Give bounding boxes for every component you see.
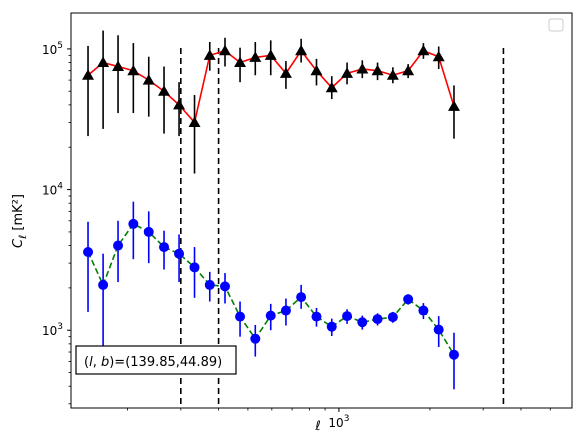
series-1-point (174, 248, 185, 259)
series-1-point (418, 305, 429, 316)
y-tick-label: 103 (42, 322, 63, 338)
y-tick-label: 105 (42, 41, 63, 57)
series-1-point (403, 294, 414, 305)
series-0-point (264, 49, 277, 60)
series-1-point (189, 262, 200, 273)
series-0-point (158, 85, 171, 96)
series-1-point (113, 240, 124, 251)
series-1-point (250, 333, 261, 344)
series-0-point (325, 81, 338, 93)
annotation-box: (l, b)=(139.85,44.89) (75, 345, 237, 375)
series-0-point (188, 116, 201, 127)
series-1-point (448, 349, 459, 360)
plot-frame (70, 12, 573, 409)
series-1-point (311, 311, 322, 322)
series-0-point (432, 50, 445, 62)
series-0-point (371, 64, 384, 76)
series-0-point (82, 69, 95, 80)
series-0-point (341, 67, 354, 78)
y-axis-label: Cℓ [mK²] (11, 194, 29, 248)
series-0-point (218, 44, 231, 56)
series-1-point (159, 242, 170, 253)
series-0-point (142, 74, 155, 85)
annotation-text: (l, b)=(139.85,44.89) (84, 355, 222, 370)
series-0-point (402, 64, 415, 76)
series-0-point (386, 69, 399, 80)
series-0-point (417, 44, 430, 56)
series-1-point (128, 218, 139, 229)
series-1-point (296, 292, 307, 303)
series-0-point (203, 49, 216, 60)
y-tick-label: 104 (42, 182, 63, 198)
series-0-point (112, 60, 125, 71)
series-1-point (342, 311, 353, 322)
series-0-point (249, 51, 262, 62)
series-1-point (83, 246, 94, 257)
x-axis-label: ℓ (314, 419, 320, 434)
series-0-point (97, 56, 110, 68)
series-0-point (447, 100, 460, 111)
series-1-point (98, 279, 109, 290)
series-0-point (279, 67, 292, 78)
series-1-point (219, 281, 230, 292)
plot-area (82, 30, 505, 408)
series-1-point (143, 226, 154, 237)
series-0-point (310, 64, 323, 76)
series-1-point (204, 279, 215, 290)
axes: 103 104 105 103 (42, 12, 573, 430)
series-1-point (433, 324, 444, 335)
x-tick-label: 103 (328, 414, 349, 430)
series-1-point (280, 305, 291, 316)
legend-box (548, 18, 564, 32)
series-0-point (127, 64, 140, 76)
series-0-point (356, 62, 369, 74)
series-0-point (234, 56, 247, 68)
series-1-point (235, 311, 246, 322)
series-1-point (372, 314, 383, 325)
series-1-point (357, 317, 368, 328)
series-0-point (295, 44, 308, 56)
series-1-point (326, 321, 337, 332)
series-0-point (173, 98, 186, 110)
series-1-point (387, 312, 398, 323)
series-1-point (265, 310, 276, 321)
